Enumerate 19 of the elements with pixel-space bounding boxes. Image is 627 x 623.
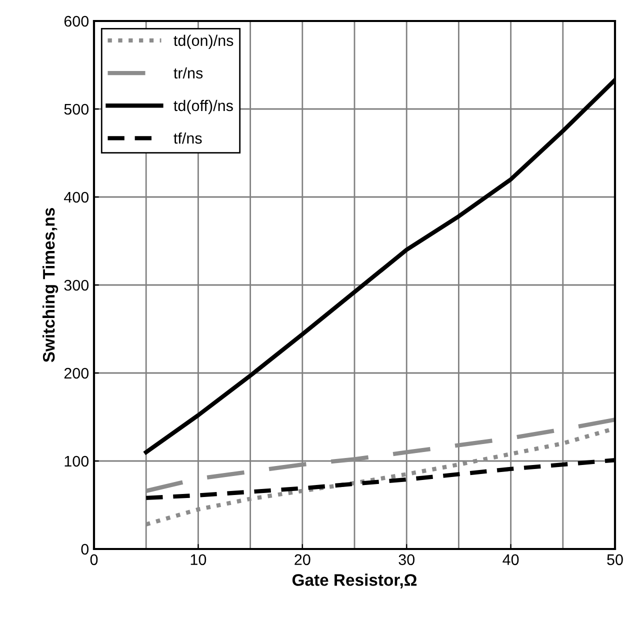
x-tick-label: 10 — [190, 554, 206, 566]
x-tick-label: 20 — [294, 554, 310, 566]
y-tick-label: 200 — [64, 368, 89, 379]
x-tick-label: 30 — [398, 554, 414, 566]
y-tick-label: 100 — [64, 456, 89, 467]
x-tick-label: 40 — [502, 554, 519, 566]
x-axis-title: Gate Resistor,Ω — [292, 574, 417, 588]
legend-label: tr/ns — [174, 67, 203, 79]
y-tick-label: 400 — [64, 192, 89, 203]
y-tick-label: 500 — [64, 104, 89, 115]
y-tick-label: 300 — [64, 280, 89, 291]
y-tick-label: 0 — [81, 544, 89, 555]
y-axis-title: Switching Times,ns — [42, 208, 58, 362]
legend-label: td(on)/ns — [174, 34, 234, 49]
y-tick-label: 600 — [64, 16, 89, 27]
x-tick-label: 0 — [90, 554, 98, 566]
legend-label: tf/ns — [174, 132, 202, 144]
x-tick-label: 50 — [607, 554, 623, 566]
legend-label: td(off)/ns — [174, 100, 233, 114]
